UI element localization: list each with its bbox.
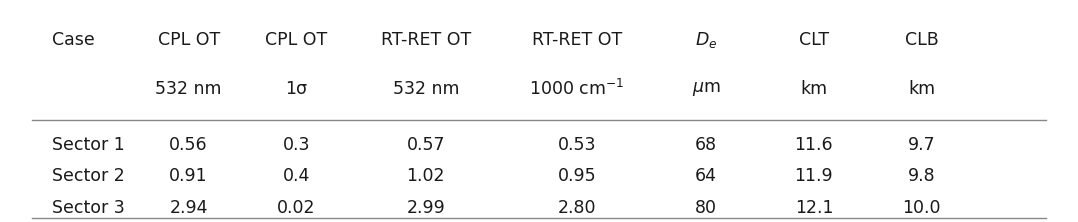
Text: 0.4: 0.4 <box>282 167 310 186</box>
Text: 2.80: 2.80 <box>557 198 596 217</box>
Text: $\mu$m: $\mu$m <box>692 80 720 98</box>
Text: 2.94: 2.94 <box>169 198 208 217</box>
Text: CPL OT: CPL OT <box>265 31 328 49</box>
Text: Sector 3: Sector 3 <box>52 198 124 217</box>
Text: 0.91: 0.91 <box>169 167 208 186</box>
Text: 0.95: 0.95 <box>557 167 596 186</box>
Text: Case: Case <box>52 31 95 49</box>
Text: CPL OT: CPL OT <box>157 31 220 49</box>
Text: Sector 1: Sector 1 <box>52 136 124 155</box>
Text: 0.56: 0.56 <box>169 136 208 155</box>
Text: 0.53: 0.53 <box>557 136 596 155</box>
Text: 1σ: 1σ <box>286 80 307 98</box>
Text: 11.6: 11.6 <box>794 136 833 155</box>
Text: 80: 80 <box>695 198 717 217</box>
Text: km: km <box>800 80 828 98</box>
Text: 1000 cm$^{-1}$: 1000 cm$^{-1}$ <box>529 79 624 99</box>
Text: 0.02: 0.02 <box>277 198 316 217</box>
Text: CLB: CLB <box>904 31 939 49</box>
Text: 532 nm: 532 nm <box>392 80 459 98</box>
Text: 68: 68 <box>695 136 717 155</box>
Text: 532 nm: 532 nm <box>155 80 222 98</box>
Text: 0.57: 0.57 <box>406 136 445 155</box>
Text: 1.02: 1.02 <box>406 167 445 186</box>
Text: 9.8: 9.8 <box>908 167 936 186</box>
Text: 64: 64 <box>695 167 717 186</box>
Text: RT-RET OT: RT-RET OT <box>381 31 471 49</box>
Text: 0.3: 0.3 <box>282 136 310 155</box>
Text: 10.0: 10.0 <box>902 198 941 217</box>
Text: RT-RET OT: RT-RET OT <box>531 31 622 49</box>
Text: 2.99: 2.99 <box>406 198 445 217</box>
Text: 12.1: 12.1 <box>794 198 833 217</box>
Text: km: km <box>908 80 936 98</box>
Text: $\mathit{D}_e$: $\mathit{D}_e$ <box>695 30 717 50</box>
Text: 11.9: 11.9 <box>794 167 833 186</box>
Text: Sector 2: Sector 2 <box>52 167 124 186</box>
Text: 9.7: 9.7 <box>908 136 936 155</box>
Text: CLT: CLT <box>799 31 829 49</box>
